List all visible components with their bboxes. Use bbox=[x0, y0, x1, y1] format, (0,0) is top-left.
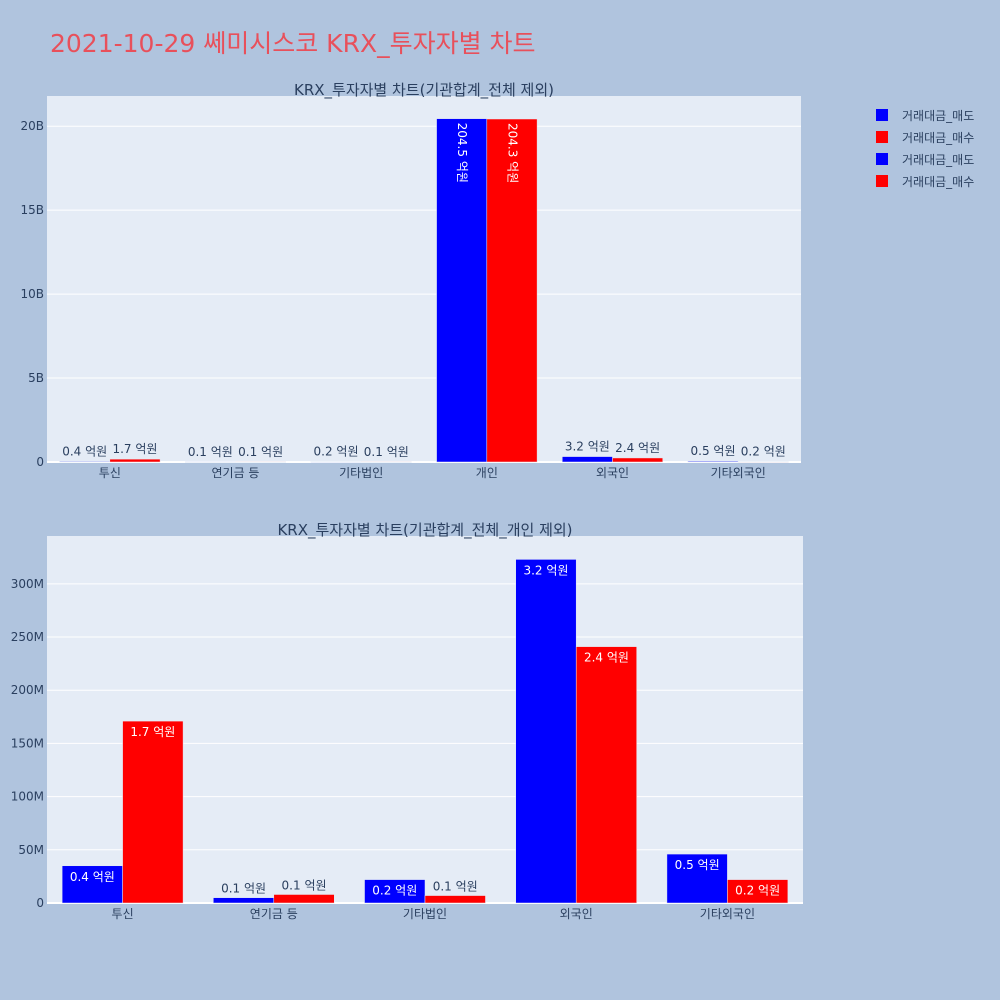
y-tick-label: 150M bbox=[11, 736, 44, 750]
data-label: 1.7 억원 bbox=[130, 725, 175, 739]
bar bbox=[436, 118, 488, 463]
bar bbox=[184, 461, 236, 463]
bar bbox=[122, 720, 184, 904]
legend-swatch bbox=[876, 109, 888, 121]
data-label: 0.1 억원 bbox=[238, 445, 283, 459]
legend-item-sell-2[interactable]: 거래대금_매도 bbox=[876, 148, 974, 170]
bar bbox=[360, 461, 412, 463]
data-label: 2.4 억원 bbox=[615, 441, 660, 455]
data-label: 0.5 억원 bbox=[675, 858, 720, 872]
x-tick-label: 연기금 등 bbox=[250, 907, 298, 921]
bar bbox=[109, 458, 161, 463]
x-tick-label: 투신 bbox=[112, 907, 134, 921]
data-label: 0.2 억원 bbox=[735, 884, 780, 898]
bar bbox=[727, 879, 789, 904]
data-label: 3.2 억원 bbox=[523, 563, 568, 577]
y-tick-label: 250M bbox=[11, 630, 44, 644]
plot-area bbox=[47, 96, 801, 462]
data-label: 0.1 억원 bbox=[188, 445, 233, 459]
bar bbox=[364, 879, 426, 904]
bar bbox=[235, 461, 287, 463]
y-tick-label: 15B bbox=[20, 203, 44, 217]
subplot-title: KRX_투자자별 차트(기관합계_전체 제외) bbox=[294, 81, 554, 100]
bar bbox=[666, 853, 728, 904]
legend-label: 거래대금_매수 bbox=[902, 130, 975, 145]
data-label: 0.4 억원 bbox=[70, 870, 115, 884]
legend-label: 거래대금_매도 bbox=[902, 108, 975, 123]
y-tick-label: 0 bbox=[36, 455, 44, 469]
data-label: 204.3 억원 bbox=[505, 123, 519, 183]
subplot-title: KRX_투자자별 차트(기관합계_전체_개인 제외) bbox=[277, 521, 572, 540]
data-label: 0.1 억원 bbox=[282, 878, 327, 892]
x-tick-label: 기타법인 bbox=[339, 466, 383, 480]
x-tick-label: 기타외국인 bbox=[711, 466, 766, 480]
legend-swatch bbox=[876, 153, 888, 165]
page-title: 2021-10-29 쎄미시스코 KRX_투자자별 차트 bbox=[50, 29, 536, 58]
legend[interactable]: 거래대금_매도 거래대금_매수 거래대금_매도 거래대금_매수 bbox=[876, 104, 974, 192]
x-tick-label: 투신 bbox=[99, 466, 121, 480]
bar bbox=[273, 894, 335, 904]
data-label: 0.2 억원 bbox=[741, 445, 786, 459]
y-tick-label: 50M bbox=[18, 843, 44, 857]
bar bbox=[575, 646, 637, 904]
y-tick-label: 300M bbox=[11, 577, 44, 591]
data-label: 0.2 억원 bbox=[314, 445, 359, 459]
bar bbox=[213, 897, 275, 904]
data-label: 0.1 억원 bbox=[221, 882, 266, 896]
legend-swatch bbox=[876, 175, 888, 187]
bar bbox=[612, 457, 664, 463]
bar bbox=[424, 895, 486, 904]
data-label: 1.7 억원 bbox=[112, 442, 157, 456]
legend-swatch bbox=[876, 131, 888, 143]
legend-item-buy-2[interactable]: 거래대금_매수 bbox=[876, 170, 974, 192]
x-tick-label: 개인 bbox=[476, 466, 498, 480]
legend-item-sell-1[interactable]: 거래대금_매도 bbox=[876, 104, 974, 126]
bar bbox=[515, 559, 577, 904]
bar bbox=[310, 461, 362, 463]
bar bbox=[486, 118, 538, 463]
data-label: 0.1 억원 bbox=[433, 880, 478, 894]
x-tick-label: 외국인 bbox=[596, 466, 629, 480]
x-tick-label: 기타외국인 bbox=[700, 907, 755, 921]
bar bbox=[61, 865, 123, 904]
data-label: 3.2 억원 bbox=[565, 440, 610, 454]
y-tick-label: 20B bbox=[20, 119, 44, 133]
data-label: 0.4 억원 bbox=[62, 444, 107, 458]
x-tick-label: 연기금 등 bbox=[212, 466, 260, 480]
x-tick-label: 외국인 bbox=[560, 907, 593, 921]
bar bbox=[561, 456, 613, 463]
y-tick-label: 5B bbox=[28, 371, 44, 385]
bar bbox=[737, 461, 789, 463]
legend-label: 거래대금_매도 bbox=[902, 152, 975, 167]
bar bbox=[59, 461, 111, 463]
data-label: 204.5 억원 bbox=[455, 123, 469, 183]
y-tick-label: 200M bbox=[11, 683, 44, 697]
y-tick-label: 100M bbox=[11, 790, 44, 804]
x-tick-label: 기타법인 bbox=[403, 907, 447, 921]
data-label: 0.1 억원 bbox=[364, 445, 409, 459]
legend-label: 거래대금_매수 bbox=[902, 174, 975, 189]
data-label: 0.2 억원 bbox=[372, 884, 417, 898]
legend-item-buy-1[interactable]: 거래대금_매수 bbox=[876, 126, 974, 148]
data-label: 2.4 억원 bbox=[584, 651, 629, 665]
data-label: 0.5 억원 bbox=[691, 444, 736, 458]
y-tick-label: 0 bbox=[36, 896, 44, 910]
y-tick-label: 10B bbox=[20, 287, 44, 301]
bar bbox=[687, 460, 739, 463]
